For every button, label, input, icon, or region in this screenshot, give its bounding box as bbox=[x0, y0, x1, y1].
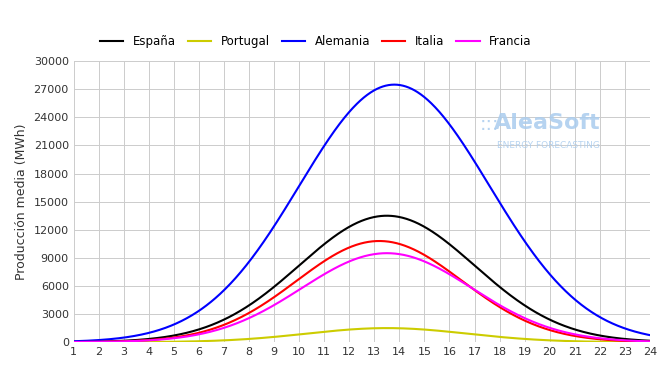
Italia bbox=[70, 340, 78, 344]
Y-axis label: Producción media (MWh): Producción media (MWh) bbox=[15, 124, 28, 280]
Text: :::: ::: bbox=[480, 115, 499, 134]
Portugal bbox=[383, 326, 391, 330]
Line: Italia: Italia bbox=[74, 241, 650, 342]
Italia bbox=[323, 257, 331, 261]
Italia bbox=[466, 285, 474, 289]
Italia bbox=[646, 339, 654, 344]
España bbox=[466, 259, 474, 264]
Francia bbox=[530, 320, 538, 324]
Alemania bbox=[466, 152, 474, 157]
Francia bbox=[302, 283, 310, 287]
España bbox=[646, 339, 654, 343]
España bbox=[323, 240, 331, 244]
Alemania bbox=[390, 82, 398, 87]
Francia bbox=[70, 340, 78, 344]
Portugal bbox=[646, 340, 654, 344]
Portugal bbox=[466, 332, 474, 336]
Francia bbox=[323, 270, 331, 275]
Alemania bbox=[646, 333, 654, 337]
Portugal bbox=[519, 337, 528, 341]
Text: AleaSoft: AleaSoft bbox=[495, 113, 601, 133]
Alemania bbox=[519, 237, 528, 242]
Italia bbox=[519, 318, 528, 322]
Line: Francia: Francia bbox=[74, 253, 650, 342]
Alemania bbox=[70, 339, 78, 343]
Portugal bbox=[530, 337, 538, 342]
Portugal bbox=[70, 340, 78, 344]
España bbox=[70, 340, 78, 344]
Italia bbox=[128, 339, 136, 343]
Line: Alemania: Alemania bbox=[74, 84, 650, 341]
Legend: España, Portugal, Alemania, Italia, Francia: España, Portugal, Alemania, Italia, Fran… bbox=[95, 31, 536, 53]
Line: España: España bbox=[74, 216, 650, 342]
España bbox=[383, 214, 391, 218]
Portugal bbox=[323, 329, 331, 334]
Italia bbox=[302, 271, 310, 276]
Italia bbox=[376, 239, 384, 243]
Francia bbox=[466, 285, 474, 289]
Portugal bbox=[302, 331, 310, 336]
Francia bbox=[519, 315, 528, 320]
Alemania bbox=[530, 252, 538, 257]
Francia bbox=[128, 339, 136, 343]
Alemania bbox=[128, 334, 136, 339]
Line: Portugal: Portugal bbox=[74, 328, 650, 342]
Francia bbox=[383, 251, 391, 256]
Alemania bbox=[302, 171, 310, 176]
Francia bbox=[646, 339, 654, 344]
Portugal bbox=[128, 340, 136, 344]
España bbox=[519, 302, 528, 307]
Italia bbox=[530, 322, 538, 327]
Alemania bbox=[323, 139, 331, 143]
España bbox=[302, 257, 310, 261]
Text: ENERGY FORECASTING: ENERGY FORECASTING bbox=[497, 141, 600, 150]
España bbox=[128, 338, 136, 343]
España bbox=[530, 309, 538, 314]
